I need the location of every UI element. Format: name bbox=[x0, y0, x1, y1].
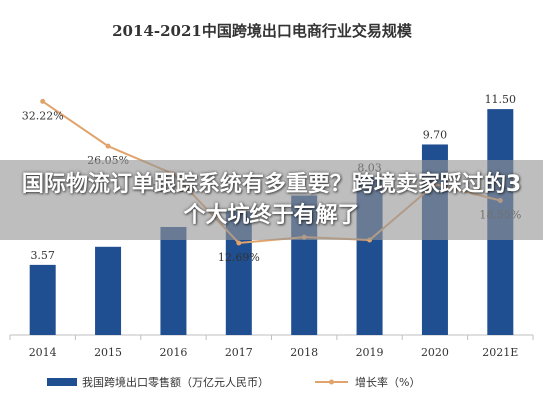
headline-overlay: 国际物流订单跟踪系统有多重要？跨境卖家踩过的3个大坑终于有解了 bbox=[0, 160, 543, 240]
x-tick-label: 2018 bbox=[290, 346, 318, 359]
x-tick-label: 2020 bbox=[421, 346, 449, 359]
legend: 我国跨境出口零售额（万亿元人民币） 增长率（%） bbox=[47, 375, 420, 389]
bar-value-label: 11.50 bbox=[485, 93, 517, 106]
legend-bar-label: 我国跨境出口零售额（万亿元人民币） bbox=[82, 375, 269, 389]
x-tick-label: 2017 bbox=[225, 346, 253, 359]
bar-value-label: 3.57 bbox=[30, 249, 55, 262]
grid bbox=[9, 334, 534, 340]
legend-line-marker bbox=[329, 379, 334, 385]
legend-line-label: 增长率（%） bbox=[355, 375, 420, 389]
x-tick-label: 2021E bbox=[482, 346, 518, 359]
growth-point-2015 bbox=[105, 143, 111, 149]
bar-2015 bbox=[95, 246, 122, 335]
headline-text[interactable]: 国际物流订单跟踪系统有多重要？跨境卖家踩过的3个大坑终于有解了 bbox=[21, 172, 522, 228]
x-tick-label: 2014 bbox=[29, 346, 57, 359]
bar-value-label: 9.70 bbox=[423, 128, 448, 141]
growth-value-label: 32.22% bbox=[22, 109, 64, 122]
bar-2014 bbox=[29, 264, 56, 335]
x-axis-ticks: 2014 2015 2016 2017 2018 2019 2020 2021E bbox=[29, 346, 519, 359]
x-tick-label: 2019 bbox=[356, 346, 384, 359]
growth-value-label: 12.69% bbox=[218, 251, 260, 264]
chart-title: 2014-2021中国跨境出口电商行业交易规模 bbox=[112, 22, 413, 40]
growth-point-2017 bbox=[236, 240, 242, 246]
x-tick-label: 2015 bbox=[94, 346, 122, 359]
bar-2016 bbox=[160, 226, 187, 335]
legend-bar-swatch bbox=[47, 378, 77, 386]
x-tick-label: 2016 bbox=[159, 346, 187, 359]
growth-point-2014 bbox=[40, 98, 46, 104]
